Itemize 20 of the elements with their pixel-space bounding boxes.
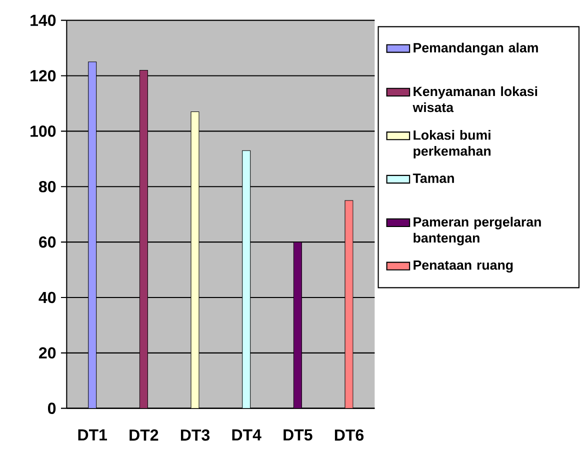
legend-label: Lokasi bumi perkemahan [414, 130, 490, 158]
x-tick-label: DT2 [130, 429, 158, 441]
legend-label: Kenyamanan lokasi wisata [412, 86, 538, 112]
y-tick-label: 120 [30, 70, 56, 82]
y-tick-label: 40 [38, 292, 56, 304]
x-tick-label: DT1 [78, 429, 107, 440]
legend-label: Penataan ruang [414, 260, 513, 273]
x-tick-label: DT3 [180, 429, 210, 441]
legend-label: Pameran pergelaran bantengan [414, 216, 541, 246]
legend-label: Pemandangan alam [414, 42, 538, 56]
x-tick-label: DT6 [334, 429, 364, 441]
x-tick-label: DT4 [232, 429, 262, 440]
y-tick-label: 140 [30, 14, 56, 26]
y-tick-label: 80 [38, 180, 56, 192]
y-tick-label: 60 [39, 236, 56, 248]
y-tick-label: 100 [30, 126, 56, 137]
y-tick-label: 20 [39, 347, 56, 359]
y-tick-label: 0 [48, 402, 56, 414]
x-tick-label: DT5 [284, 429, 312, 441]
legend-label: Taman [412, 174, 454, 183]
